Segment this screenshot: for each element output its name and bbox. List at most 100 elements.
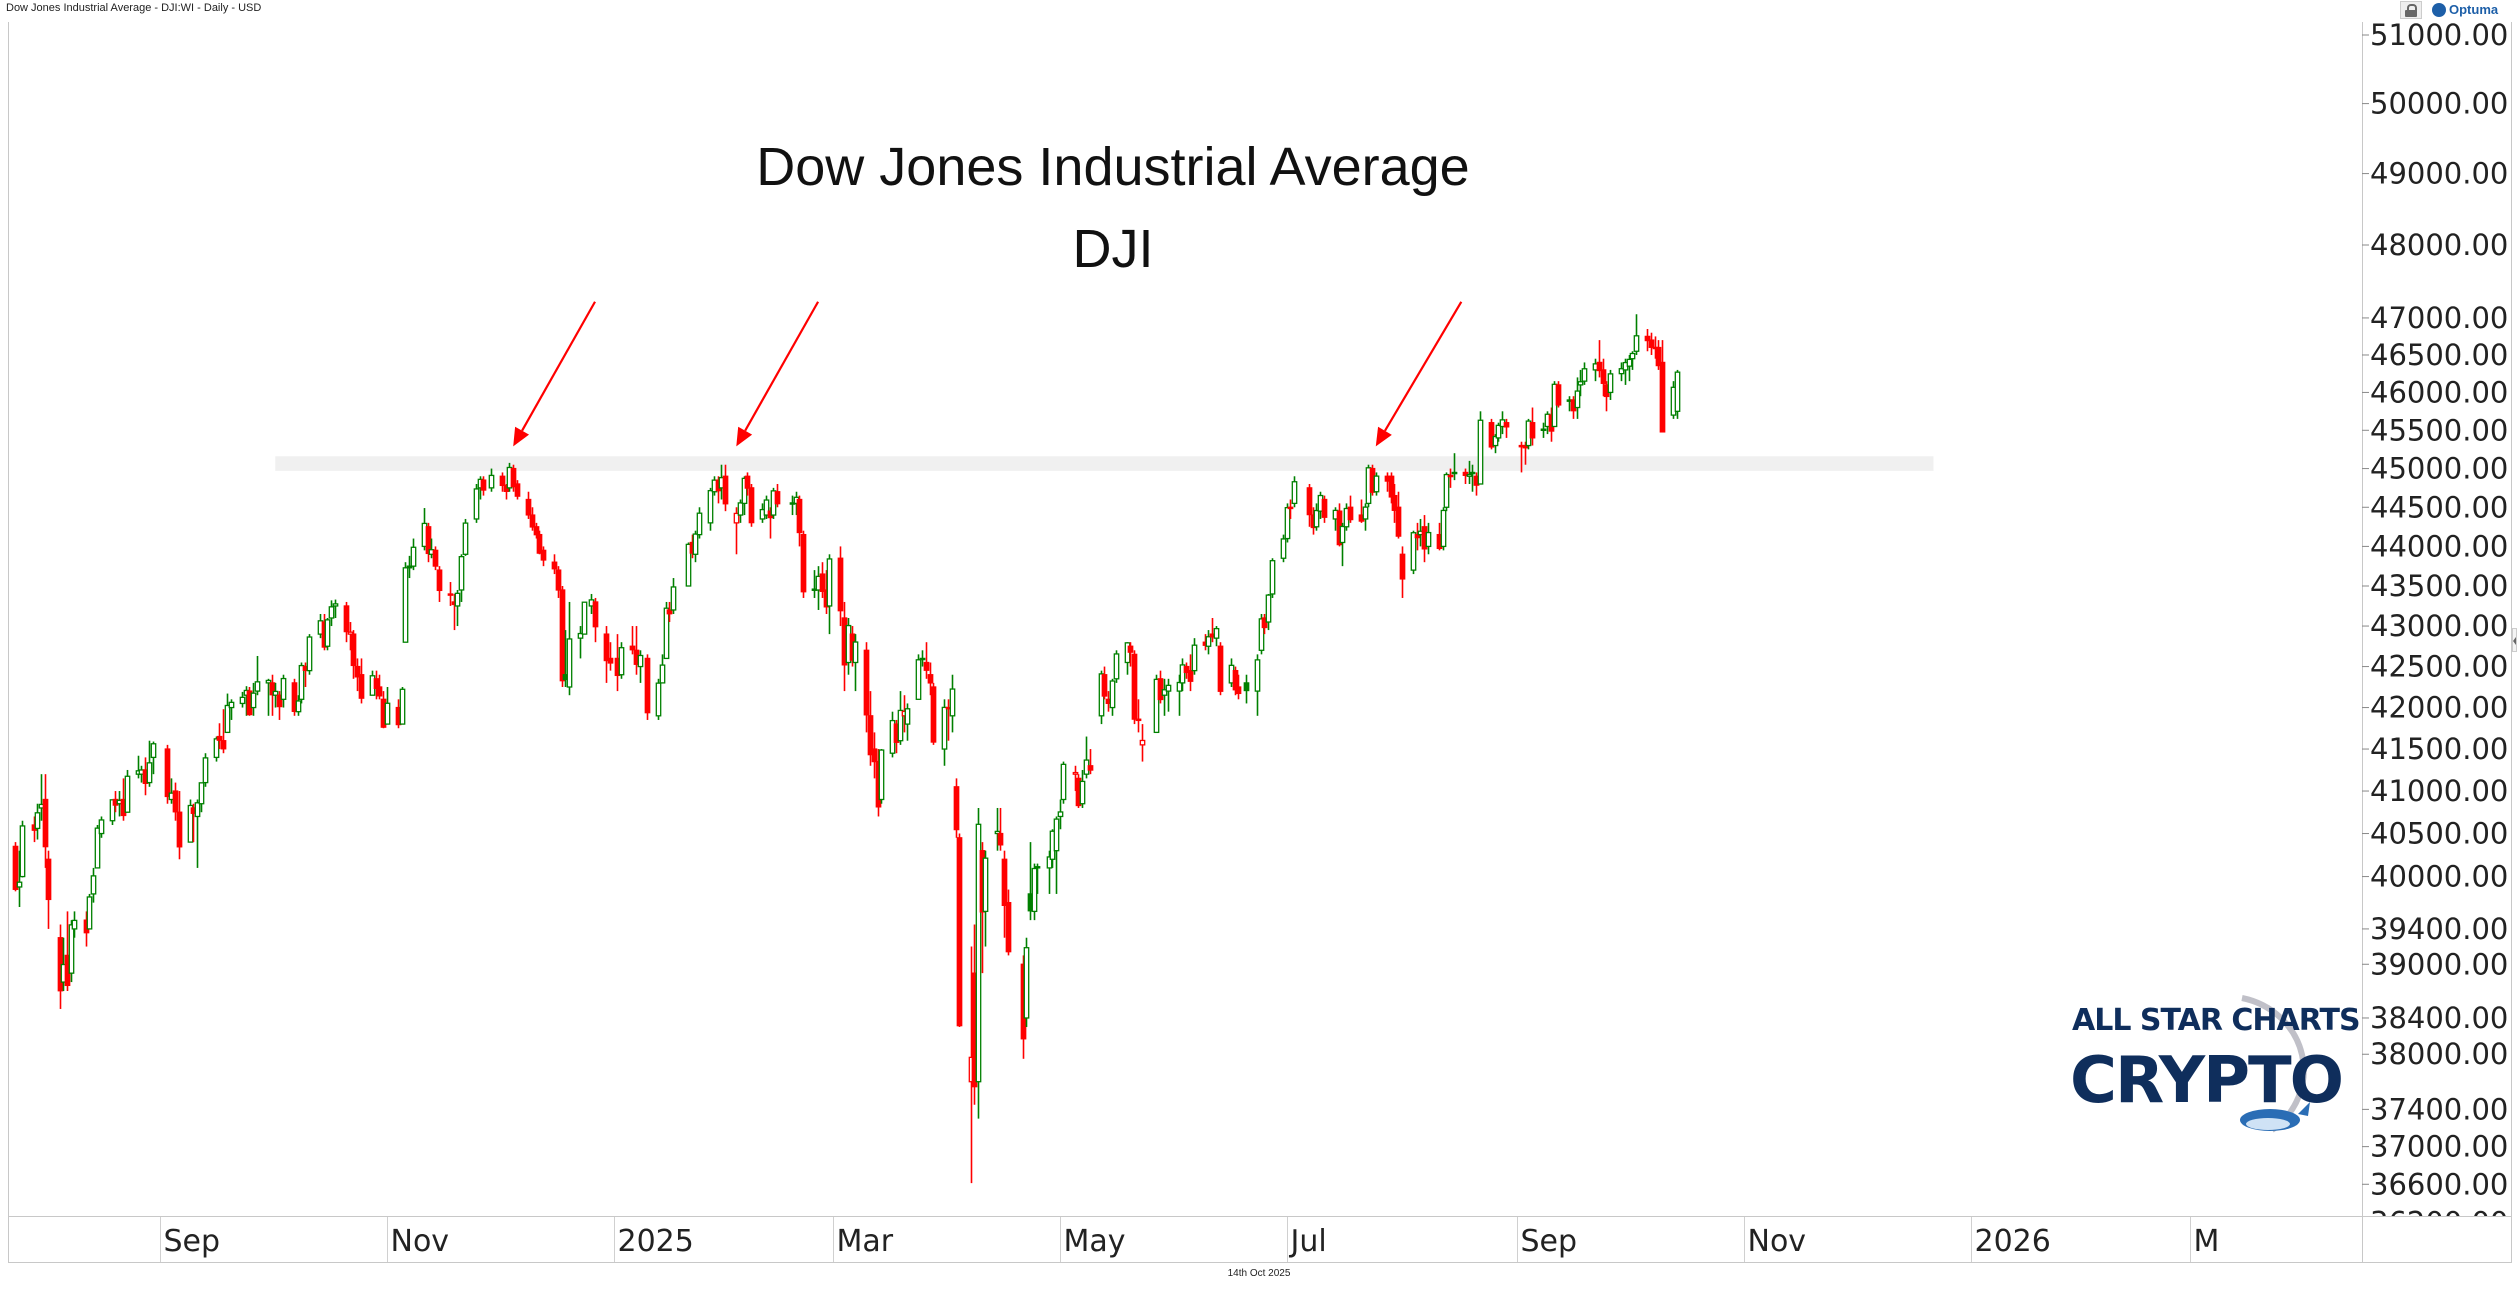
candle-body: [826, 558, 833, 607]
logo-line-2: CRYPTO: [2070, 1044, 2344, 1118]
candle-body: [707, 490, 714, 524]
logo-ring-whale-icon: [2240, 995, 2310, 1133]
candle: [447, 582, 454, 606]
price-tick-label: 46000.00: [2370, 375, 2508, 409]
lock-body: [2405, 10, 2417, 17]
candle: [897, 691, 904, 745]
candle-body: [425, 526, 432, 555]
candle-body: [1060, 763, 1067, 801]
price-tick-label: 39400.00: [2370, 912, 2508, 946]
candle: [172, 782, 179, 821]
price-tick-label: 42000.00: [2370, 691, 2508, 725]
candle: [347, 622, 354, 651]
price-tick-label: 36200.00: [2370, 1205, 2508, 1239]
candle: [265, 678, 272, 716]
candle: [1321, 495, 1328, 523]
candle-body: [324, 619, 331, 647]
candle-body: [941, 706, 948, 750]
price-tick-label: 38000.00: [2370, 1037, 2508, 1071]
candle: [1083, 736, 1090, 779]
candle: [1655, 340, 1662, 370]
candle-body: [1321, 498, 1328, 518]
candle: [1425, 522, 1432, 555]
candle-body: [164, 748, 171, 798]
candle-body: [402, 567, 409, 643]
candle-body: [919, 657, 926, 661]
candle: [239, 691, 246, 708]
candle: [1347, 495, 1354, 523]
candle: [228, 699, 235, 720]
chart-subtitle: DJI: [1072, 219, 1154, 279]
candle-body: [904, 708, 911, 725]
candle-body: [384, 702, 391, 725]
candle-body: [1629, 352, 1636, 360]
candle-body: [250, 692, 257, 709]
price-axis[interactable]: 51000.00 50000.00 49000.00 48000.00 47000.00…: [2362, 18, 2508, 1239]
candle: [737, 499, 744, 523]
candle: [436, 566, 443, 602]
candle-body: [897, 709, 904, 742]
arrow-head: [513, 426, 530, 447]
candle-body: [763, 499, 770, 516]
candle: [1395, 491, 1402, 539]
price-tick-label: 41500.00: [2370, 732, 2508, 766]
candle-body: [1529, 422, 1536, 439]
candle: [1607, 369, 1614, 400]
candle: [1269, 558, 1276, 598]
candle: [510, 464, 517, 492]
candle-body: [1618, 368, 1625, 375]
candle-body: [410, 546, 417, 567]
price-tick-label: 45500.00: [2370, 413, 2508, 447]
candle-body: [1079, 780, 1086, 805]
candle-body: [1235, 686, 1242, 695]
price-tick-label: 40500.00: [2370, 817, 2508, 851]
candle-body: [663, 607, 670, 660]
candle-body: [499, 475, 506, 487]
candle: [1060, 761, 1067, 804]
time-axis[interactable]: Sep Nov 2025 Mar May Jul Sep Nov 2026 M: [160, 1217, 2220, 1262]
candle: [462, 518, 469, 556]
chevron-left-icon[interactable]: [2512, 628, 2517, 652]
candle-body: [577, 632, 584, 639]
candle-body: [1362, 506, 1369, 520]
candle-body: [1139, 739, 1146, 746]
lock-icon[interactable]: [2400, 1, 2422, 19]
candle: [194, 799, 201, 868]
candle-body: [1388, 475, 1395, 498]
candle: [1205, 630, 1212, 655]
candle: [146, 740, 153, 787]
candle-body: [1443, 473, 1450, 508]
candle-body: [276, 694, 283, 708]
time-tick-label: 2026: [1975, 1224, 2051, 1259]
arrow-shaft: [521, 301, 596, 432]
candle-body: [124, 775, 131, 813]
candle-body: [347, 631, 354, 635]
candle-body: [722, 475, 729, 505]
candle-body: [1031, 867, 1038, 913]
all-star-charts-crypto-logo: ALL STAR CHARTS CRYPTO: [2070, 990, 2361, 1146]
candle-body: [172, 790, 179, 813]
candle: [551, 554, 558, 575]
price-tick-label: 42500.00: [2370, 650, 2508, 684]
candle-body: [343, 605, 350, 633]
time-tick-label: Sep: [1521, 1224, 1578, 1259]
candle-body: [1261, 617, 1268, 629]
candle: [454, 589, 461, 627]
candle-body: [1306, 487, 1313, 516]
candle-body: [692, 533, 699, 555]
candle: [425, 522, 432, 563]
candle-body: [867, 715, 874, 756]
candle-body: [956, 837, 963, 1027]
candle: [607, 642, 614, 671]
candle-body: [332, 603, 339, 607]
candle: [1581, 362, 1588, 385]
candle: [1440, 507, 1447, 551]
candle: [1391, 483, 1398, 523]
candle-body: [607, 657, 614, 664]
candle-body: [146, 762, 153, 784]
candle-body: [42, 798, 49, 848]
optuma-logo-icon: [2432, 2, 2446, 17]
candle: [581, 601, 588, 635]
candle: [1127, 642, 1134, 667]
